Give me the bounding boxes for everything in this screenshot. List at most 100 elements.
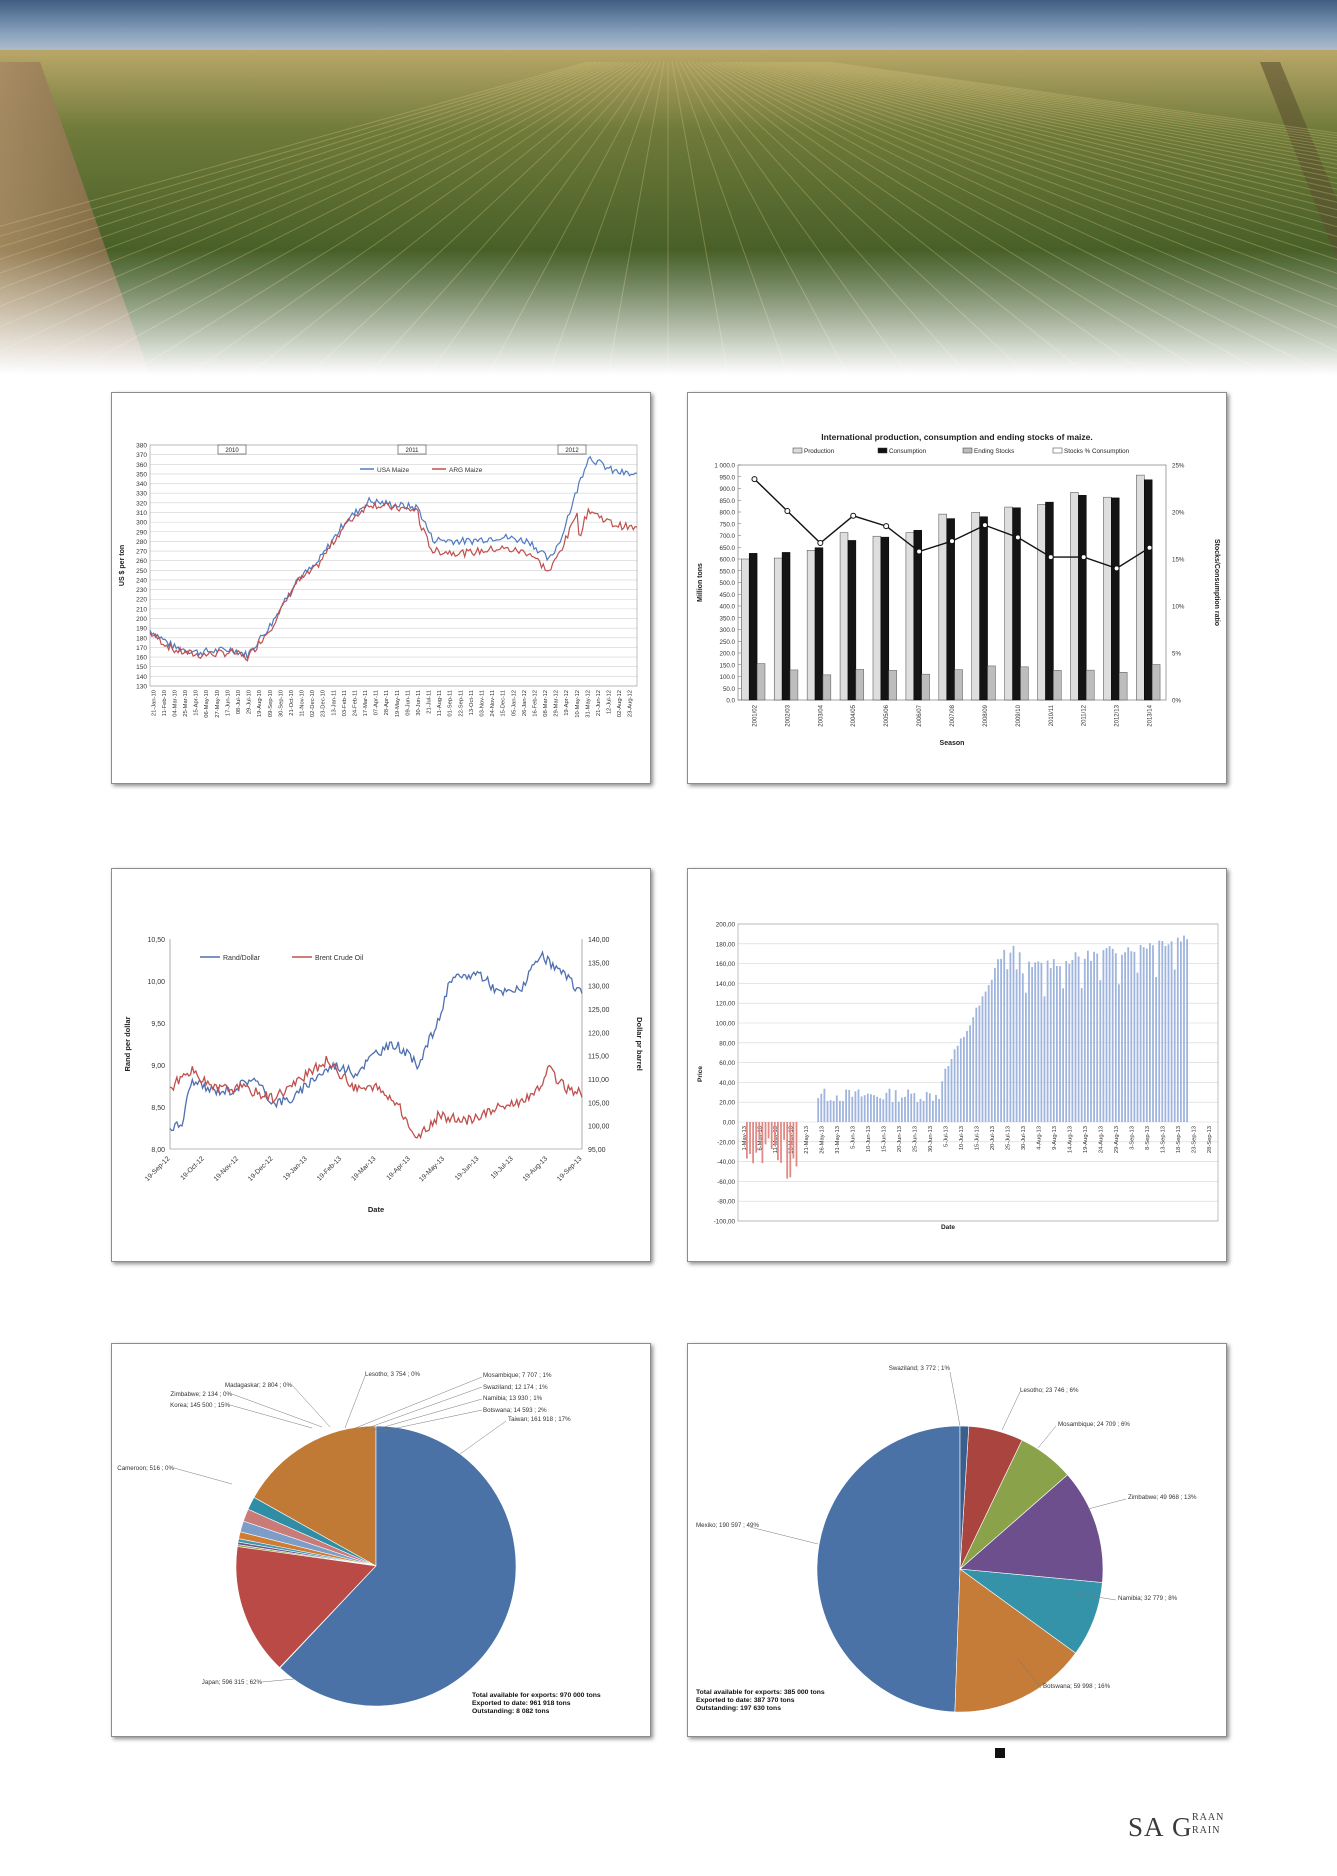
series-stocks-ratio-point [817,540,824,547]
y-axis-label: Price [697,1066,704,1082]
leader-line [231,1393,323,1428]
slice-label: Mosambique; 7 707 ; 1% [483,1372,552,1379]
x-tick-label: 30-Jun-11 [416,690,422,716]
y-tick-label: 0,00 [723,1120,736,1127]
series-stocks-ratio-point [1146,544,1153,551]
y-tick-label: 160,00 [716,961,736,968]
y-tick-label: 40,00 [719,1080,735,1087]
price-bar [1099,980,1102,1122]
x-tick-label: 2013/14 [1148,704,1154,726]
x-tick-label: 2006/07 [917,704,923,726]
year-box [557,444,587,455]
bar-production [741,558,750,701]
x-tick-label: 19-Feb-13 [316,1155,343,1182]
x-tick-label: 2011/12 [1082,704,1088,726]
price-bar [1000,958,1002,1122]
y2-tick-label: 10% [1172,604,1185,611]
y2-tick-label: 120,00 [588,1030,610,1037]
x-tick-label: 19-Jul-13 [490,1155,515,1180]
y-tick-label: 350 [136,471,147,478]
price-bar [975,1007,978,1122]
x-tick-label: 14-Aug-13 [1068,1126,1074,1153]
x-tick-label: 20-Jun-13 [897,1126,903,1152]
price-bar [1018,952,1021,1122]
price-bar [1152,945,1154,1122]
series-stocks-ratio-point [850,512,857,519]
legend-rand-label: Rand/Dollar [223,955,261,962]
price-bar [1180,941,1182,1122]
legend-arg-label: ARG Maize [449,467,483,474]
x-tick-label: 26-May-13 [820,1126,826,1154]
year-label: 2010 [225,448,239,454]
x-tick-label: 15-Jul-13 [975,1126,981,1150]
bar-production [971,511,980,701]
x-tick-label: 18-Sep-13 [1176,1126,1182,1153]
price-bar [1186,939,1188,1122]
price-bar [997,959,999,1122]
x-tick-label: 08-Jul-10 [236,690,242,714]
x-tick-label: 3-Sep-13 [1130,1126,1136,1150]
price-bar [913,1093,916,1122]
price-bar [792,1122,795,1159]
price-bar [1052,959,1055,1122]
x-tick-label: 10-May-12 [575,690,581,718]
x-tick-label: 16-May-13 [789,1126,795,1154]
price-bar [1083,958,1086,1122]
x-tick-label: 03-Nov-11 [479,690,485,717]
legend-brent-label: Brent Crude Oil [315,955,364,962]
chart-price-bars-panel: 200,00 180,00 160,00 140,00 120,00 100,00 80,0… [687,868,1227,1262]
legend-usa-label: USA Maize [377,467,410,474]
price-bar [1037,961,1040,1122]
legend-label: Ending Stocks [974,448,1014,455]
price-bar [752,1122,754,1164]
bar-consumption [1078,495,1087,701]
slice-label: Cameroon; 516 ; 0% [117,1465,174,1472]
y-tick-label: 180 [136,635,147,642]
y-tick-label: 80,00 [719,1040,735,1047]
y-tick-label: 950.0 [720,474,736,481]
price-bar [749,1122,751,1154]
price-bar [817,1098,820,1122]
price-bar [1040,962,1043,1122]
y-tick-label: 360 [136,462,147,469]
bar-ending-stocks [789,669,799,701]
slice-label: Japan; 596 315 ; 62% [202,1679,263,1686]
price-bar [1059,966,1061,1122]
x-tick-label: 19-Apr-12 [564,690,570,716]
x-tick-label: 19-Oct-12 [179,1155,205,1181]
price-bar [1031,967,1033,1122]
price-bar [1105,948,1108,1122]
price-bar [1173,969,1176,1122]
x-tick-label: 04-Mar-10 [172,690,178,717]
price-bar [823,1088,826,1122]
price-bar [932,1100,934,1122]
y-tick-label: 100,00 [716,1021,736,1028]
chart-price-bars: 200,00 180,00 160,00 140,00 120,00 100,00 80,0… [697,922,1219,1231]
bar-consumption [781,552,791,701]
bar-consumption [1111,497,1120,701]
x-tick-label: 19-Aug-13 [522,1155,550,1183]
series-usa-maize [149,455,638,659]
x-tick-label: 19-Aug-10 [257,690,263,717]
pie-slice [279,1425,517,1707]
price-bar [978,1005,981,1122]
bar-production [1037,504,1046,701]
price-bar [1043,996,1046,1122]
export-note: Total available for exports: 970 000 ton… [472,1692,601,1699]
y2-tick-label: 125,00 [588,1007,610,1014]
slice-label: Korea; 145 500 ; 15% [170,1402,230,1409]
x-tick-label: 03-Feb-11 [342,690,348,716]
x-tick-label: 30-Jul-13 [1021,1126,1027,1150]
price-bar [1074,952,1077,1122]
legend-swatch [877,447,888,454]
x-tick-label: 01-Sep-11 [448,690,454,717]
price-bar [1015,969,1018,1122]
leader-line [173,1467,233,1485]
series-stocks-ratio-point [949,538,955,545]
y-tick-label: 340 [136,481,147,488]
bar-ending-stocks [921,673,930,701]
price-bar [829,1100,832,1122]
bar-ending-stocks [1118,672,1128,701]
bar-production [806,550,816,701]
y2-tick-label: 105,00 [588,1100,610,1107]
